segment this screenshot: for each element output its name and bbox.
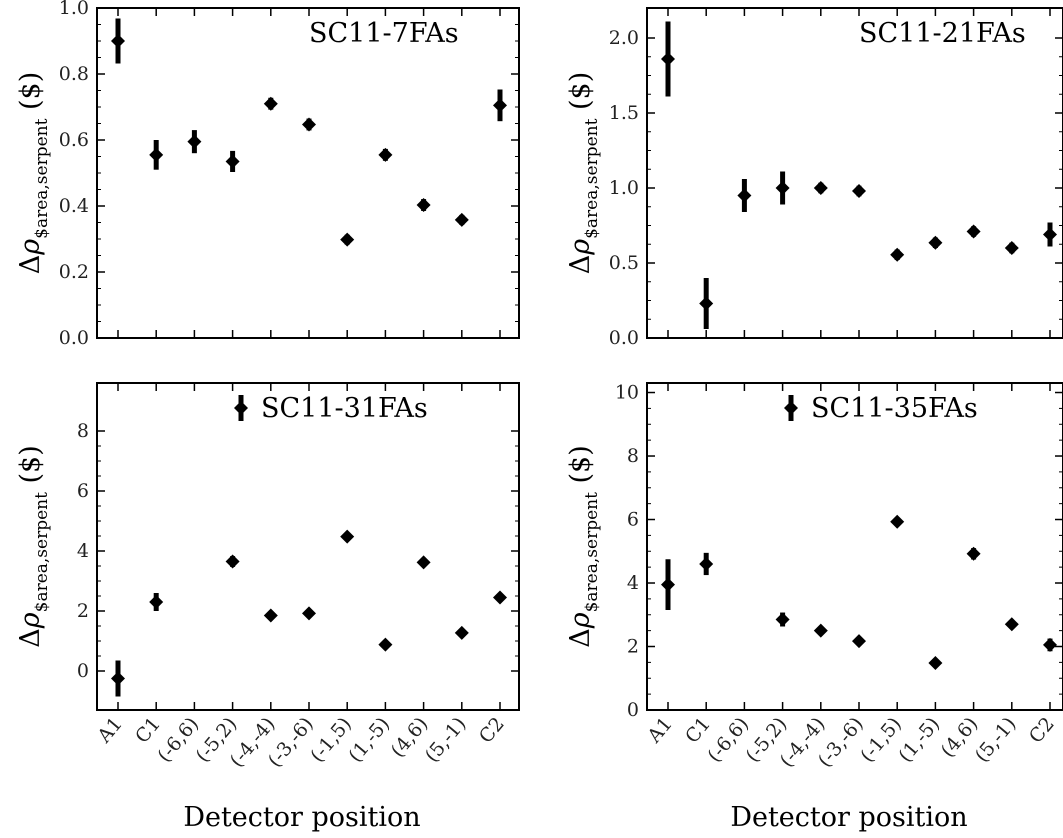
y-tick-label: 0.4 bbox=[59, 195, 89, 217]
y-tick-label: 4 bbox=[627, 572, 639, 594]
y-tick-label: 1.0 bbox=[59, 0, 89, 19]
data-point bbox=[378, 637, 393, 652]
data-point bbox=[187, 134, 202, 149]
data-point bbox=[737, 188, 752, 203]
y-axis-label: Δρ$area,serpent ($) bbox=[15, 445, 52, 648]
data-point bbox=[340, 232, 355, 247]
data-point bbox=[1043, 227, 1057, 242]
data-point bbox=[1004, 617, 1019, 632]
data-point bbox=[225, 154, 240, 169]
x-tick-label: A1 bbox=[643, 713, 677, 748]
data-point bbox=[890, 247, 905, 262]
x-tick-label: (-1,5) bbox=[306, 713, 356, 767]
data-point bbox=[1004, 241, 1019, 255]
data-point bbox=[340, 529, 355, 544]
x-axis-label: Detector position bbox=[730, 802, 967, 833]
x-tick-label: C2 bbox=[475, 713, 509, 748]
data-point bbox=[813, 623, 828, 638]
x-tick-label: (5,-1) bbox=[971, 713, 1021, 767]
y-tick-label: 0.0 bbox=[59, 327, 89, 349]
data-point bbox=[661, 52, 675, 66]
plot-frame bbox=[96, 382, 520, 711]
plot-frame bbox=[646, 382, 1063, 711]
data-point bbox=[263, 96, 278, 111]
data-point bbox=[111, 671, 125, 686]
panel-title: SC11-35FAs bbox=[811, 393, 978, 424]
data-point bbox=[454, 212, 469, 227]
y-tick-label: 10 bbox=[615, 382, 639, 404]
plot-frame bbox=[646, 7, 1063, 339]
data-point bbox=[378, 147, 393, 162]
legend-marker bbox=[784, 401, 798, 415]
data-point bbox=[416, 555, 431, 570]
y-tick-label: 0.2 bbox=[59, 261, 89, 283]
data-point bbox=[661, 577, 675, 592]
panel-title: SC11-21FAs bbox=[859, 18, 1026, 49]
data-point bbox=[775, 612, 790, 627]
x-tick-label: C1 bbox=[131, 713, 165, 748]
x-tick-label: (1,-5) bbox=[894, 713, 944, 767]
data-point bbox=[928, 235, 943, 250]
y-tick-label: 6 bbox=[627, 509, 639, 531]
y-tick-label: 0.5 bbox=[609, 252, 639, 274]
y-tick-label: 0.0 bbox=[609, 327, 639, 349]
y-tick-label: 1.0 bbox=[609, 177, 639, 199]
y-tick-label: 2.0 bbox=[609, 27, 639, 49]
data-point bbox=[416, 198, 431, 213]
y-axis-label: Δρ$area,serpent ($) bbox=[15, 72, 52, 275]
data-point bbox=[149, 595, 164, 609]
data-point bbox=[263, 608, 278, 623]
y-tick-label: 0 bbox=[627, 699, 639, 721]
y-tick-label: 0 bbox=[77, 660, 89, 682]
x-tick-label: C1 bbox=[681, 713, 715, 748]
y-tick-label: 0.8 bbox=[59, 63, 89, 85]
data-point bbox=[454, 625, 469, 640]
x-axis-label: Detector position bbox=[183, 802, 420, 833]
data-point bbox=[225, 554, 240, 569]
x-tick-label: A1 bbox=[93, 713, 127, 748]
data-point bbox=[302, 606, 316, 621]
x-tick-label: C2 bbox=[1025, 713, 1059, 748]
y-tick-label: 1.5 bbox=[609, 102, 639, 124]
data-point bbox=[493, 590, 507, 605]
data-point bbox=[149, 147, 164, 162]
data-point bbox=[966, 224, 981, 239]
data-point bbox=[1043, 637, 1057, 652]
x-tick-label: (-6,6) bbox=[703, 713, 753, 767]
data-point bbox=[852, 634, 866, 649]
y-tick-label: 2 bbox=[77, 600, 89, 622]
plot-frame bbox=[96, 7, 520, 339]
data-point bbox=[852, 184, 866, 198]
y-tick-label: 6 bbox=[77, 480, 89, 502]
y-axis-label: Δρ$area,serpent ($) bbox=[565, 445, 602, 648]
panel-title: SC11-31FAs bbox=[261, 393, 428, 424]
data-point bbox=[493, 98, 507, 113]
y-tick-label: 2 bbox=[627, 636, 639, 658]
y-tick-label: 8 bbox=[627, 445, 639, 467]
legend-marker bbox=[234, 401, 248, 415]
y-tick-label: 8 bbox=[77, 420, 89, 442]
y-tick-label: 4 bbox=[77, 540, 89, 562]
data-point bbox=[699, 296, 714, 311]
data-point bbox=[111, 34, 125, 48]
data-point bbox=[302, 117, 316, 132]
y-axis-label: Δρ$area,serpent ($) bbox=[565, 72, 602, 275]
x-tick-label: (-6,6) bbox=[153, 713, 203, 767]
panel-title: SC11-7FAs bbox=[309, 18, 459, 49]
data-point bbox=[928, 656, 943, 671]
x-tick-label: (1,-5) bbox=[344, 713, 394, 767]
y-tick-label: 0.6 bbox=[59, 129, 89, 151]
panel-1: 0.0 0.2 0.4 0.6 0.8 1.0 SC11-7FAs Δρ$area,serpe… bbox=[15, 0, 520, 349]
panel-2: 0.0 0.5 1.0 1.5 2.0 SC11-21FAs Δρ$area,serpent… bbox=[565, 7, 1063, 349]
data-point bbox=[699, 556, 714, 571]
data-point bbox=[813, 181, 828, 195]
data-point bbox=[966, 546, 981, 561]
data-point bbox=[890, 514, 905, 529]
x-tick-label: (-1,5) bbox=[856, 713, 906, 767]
data-point bbox=[775, 181, 790, 195]
x-tick-label: (5,-1) bbox=[421, 713, 471, 767]
